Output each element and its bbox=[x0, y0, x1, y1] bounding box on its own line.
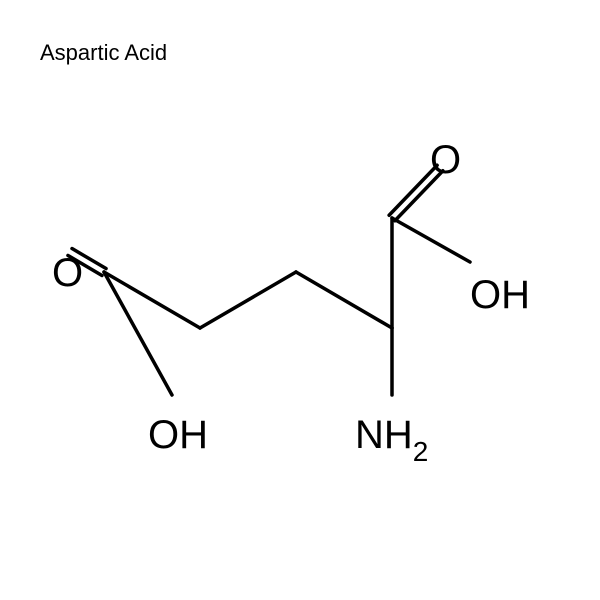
atom-NH2_bottom: NH2 bbox=[355, 415, 428, 462]
atom-OH_right: OH bbox=[470, 275, 530, 315]
atom-O_topright: O bbox=[430, 140, 461, 180]
atom-OH_left: OH bbox=[148, 415, 208, 455]
atom-O_topleft: O bbox=[52, 253, 83, 293]
